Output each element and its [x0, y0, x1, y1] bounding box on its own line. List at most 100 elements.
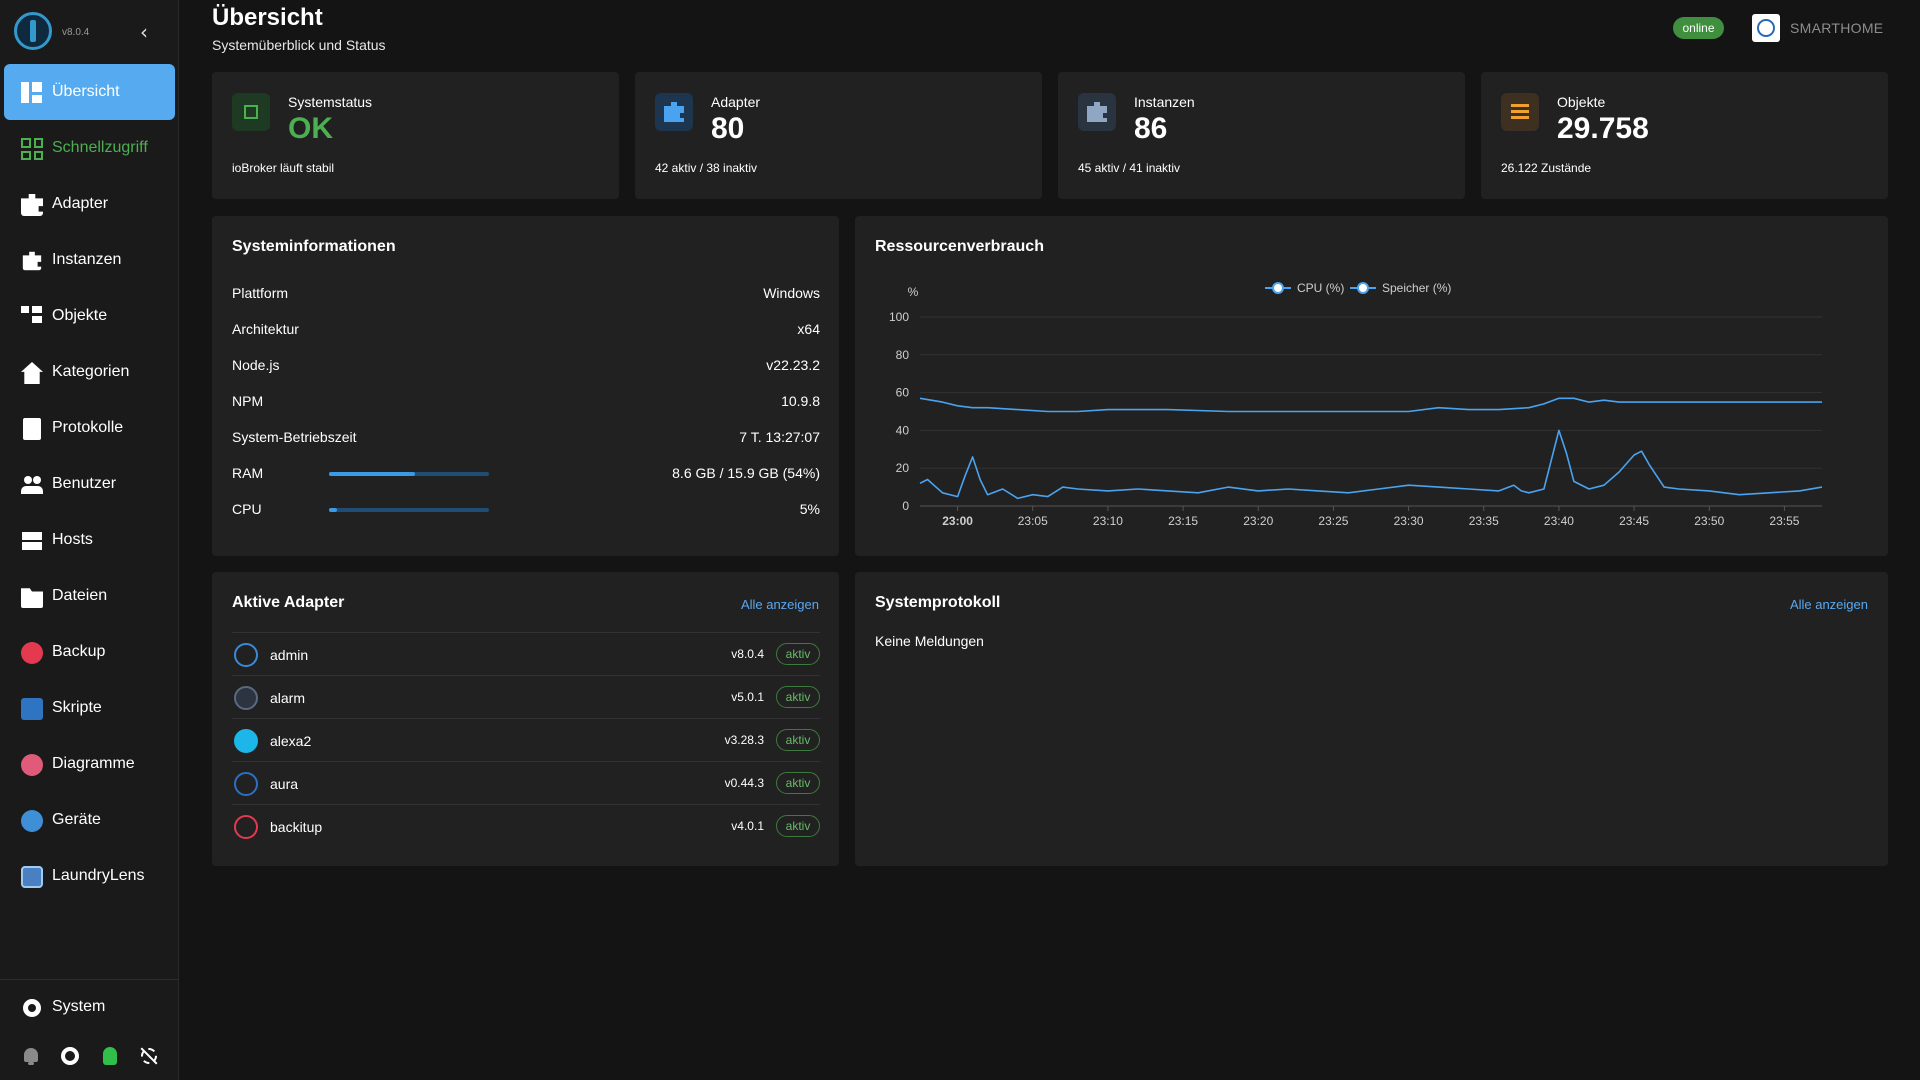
host-logo-icon[interactable]: [1752, 14, 1780, 42]
sidebar-item-schnellzugriff[interactable]: Schnellzugriff: [4, 120, 175, 176]
sidebar-item-backup[interactable]: Backup: [4, 624, 175, 680]
info-value: 7 T. 13:27:07: [739, 429, 820, 445]
sidebar-item-objekte[interactable]: Objekte: [4, 288, 175, 344]
info-key: Plattform: [232, 285, 289, 301]
info-value: 10.9.8: [781, 393, 820, 409]
brand: v8.0.4 ‹: [0, 0, 179, 62]
active-adapters-card: Aktive Adapter Alle anzeigen admin v8.0.…: [212, 572, 839, 866]
sidebar-item-label: Übersicht: [52, 83, 120, 100]
adapter-version: v8.0.4: [731, 647, 764, 661]
sidebar-item-label: Benutzer: [52, 475, 117, 492]
sidebar-item-skripte[interactable]: Skripte: [4, 680, 175, 736]
theme-toggle-icon[interactable]: [60, 1046, 80, 1066]
x-tick-label: 23:30: [1394, 514, 1424, 528]
cpu-progress-bar: [329, 508, 489, 512]
show-all-adapters-link[interactable]: Alle anzeigen: [740, 597, 819, 612]
info-key: Architektur: [232, 321, 299, 337]
log-icon: [23, 418, 41, 440]
list-icon: [1501, 93, 1539, 131]
info-row-platform: Plattform Windows: [232, 285, 820, 305]
app-version: v8.0.4: [62, 27, 90, 38]
legend-marker: [1272, 282, 1284, 294]
stat-sub: 26.122 Zustände: [1501, 161, 1592, 175]
expert-mode-icon[interactable]: [100, 1046, 120, 1066]
hosts-icon: [21, 530, 43, 552]
info-value: 5%: [799, 501, 820, 517]
sidebar-item-instanzen[interactable]: Instanzen: [4, 232, 175, 288]
info-key: CPU: [232, 501, 262, 517]
x-tick-label: 23:50: [1694, 514, 1724, 528]
show-all-logs-link[interactable]: Alle anzeigen: [1789, 597, 1868, 612]
adapter-row[interactable]: alexa2 v3.28.3 aktiv: [232, 718, 820, 761]
sidebar-item-label: Adapter: [52, 195, 109, 212]
javascript-icon: [21, 698, 43, 720]
sidebar-item-hosts[interactable]: Hosts: [4, 512, 175, 568]
x-tick-label: 23:00: [942, 514, 973, 528]
adapter-status-badge: aktiv: [776, 686, 820, 708]
laundrylens-icon: [21, 866, 43, 888]
grid-icon: [21, 138, 43, 160]
sidebar-item-system[interactable]: System: [4, 979, 175, 1035]
adapter-row[interactable]: aura v0.44.3 aktiv: [232, 761, 820, 804]
sync-off-icon[interactable]: [139, 1046, 159, 1066]
info-row-uptime: System-Betriebszeit 7 T. 13:27:07: [232, 429, 820, 449]
legend-label: CPU (%): [1297, 281, 1344, 295]
adapter-name: aura: [270, 776, 299, 792]
card-title: Systemprotokoll: [875, 594, 1001, 611]
info-value: Windows: [763, 285, 820, 301]
info-value: x64: [797, 321, 820, 337]
series-line-cpu: [919, 429, 1823, 500]
bell-icon[interactable]: [21, 1046, 41, 1066]
page-title: Übersicht: [212, 4, 323, 31]
ram-progress-bar: [329, 472, 489, 476]
info-key: Node.js: [232, 357, 280, 373]
adapter-name: alarm: [270, 690, 306, 706]
sidebar-item-label: Geräte: [52, 811, 101, 828]
charts-icon: [21, 754, 43, 776]
info-row-cpu: CPU 5%: [232, 501, 820, 521]
stat-label: Objekte: [1557, 94, 1606, 110]
instances-icon: [1078, 93, 1116, 131]
host-name[interactable]: SMARTHOME: [1790, 20, 1884, 36]
sidebar-item-kategorien[interactable]: Kategorien: [4, 344, 175, 400]
adapter-row[interactable]: alarm v5.0.1 aktiv: [232, 675, 820, 718]
adapter-status-badge: aktiv: [776, 643, 820, 665]
x-tick-label: 23:05: [1018, 514, 1048, 528]
adapter-version: v0.44.3: [724, 776, 764, 790]
users-icon: [21, 474, 43, 496]
info-key: RAM: [232, 465, 264, 481]
sidebar-item-geraete[interactable]: Geräte: [4, 792, 175, 848]
stat-value: 86: [1134, 112, 1168, 145]
y-tick-label: 100: [889, 310, 909, 324]
sidebar-item-label: Objekte: [52, 307, 108, 324]
sidebar-item-dateien[interactable]: Dateien: [4, 568, 175, 624]
stat-label: Systemstatus: [288, 94, 373, 110]
adapter-name: admin: [270, 647, 309, 663]
sidebar-item-laundrylens[interactable]: LaundryLens: [4, 848, 175, 904]
sidebar-item-uebersicht[interactable]: Übersicht: [4, 64, 175, 120]
stat-value: 29.758: [1557, 112, 1649, 145]
page-subtitle: Systemüberblick und Status: [212, 37, 386, 53]
adapter-version: v4.0.1: [731, 819, 764, 833]
card-title: Aktive Adapter: [232, 594, 345, 611]
adapter-row[interactable]: admin v8.0.4 aktiv: [232, 632, 820, 675]
sidebar-item-diagramme[interactable]: Diagramme: [4, 736, 175, 792]
sidebar-item-benutzer[interactable]: Benutzer: [4, 456, 175, 512]
system-info-card: Systeminformationen Plattform Windows Ar…: [212, 216, 839, 556]
stat-card-adapter: Adapter 80 42 aktiv / 38 inaktiv: [635, 72, 1042, 199]
collapse-sidebar-icon[interactable]: ‹: [140, 20, 148, 44]
info-row-nodejs: Node.js v22.23.2: [232, 357, 820, 377]
adapter-row[interactable]: backitup v4.0.1 aktiv: [232, 804, 820, 847]
sidebar-item-adapter[interactable]: Adapter: [4, 176, 175, 232]
y-tick-label: 40: [896, 423, 910, 437]
resource-usage-chart: 0 20 40 60 80 100% 23:00 23:05 23:10 23:15 23:20 23…: [889, 281, 1823, 528]
sidebar-item-label: LaundryLens: [52, 867, 145, 884]
info-row-ram: RAM 8.6 GB / 15.9 GB (54%): [232, 465, 820, 485]
admin-adapter-icon: [234, 643, 258, 667]
sidebar-item-label: Instanzen: [52, 251, 122, 268]
x-tick-label: 23:10: [1093, 514, 1123, 528]
backitup-adapter-icon: [234, 815, 258, 839]
iobroker-logo-icon[interactable]: [14, 12, 52, 50]
sidebar-item-protokolle[interactable]: Protokolle: [4, 400, 175, 456]
y-tick-label: 20: [896, 461, 910, 475]
